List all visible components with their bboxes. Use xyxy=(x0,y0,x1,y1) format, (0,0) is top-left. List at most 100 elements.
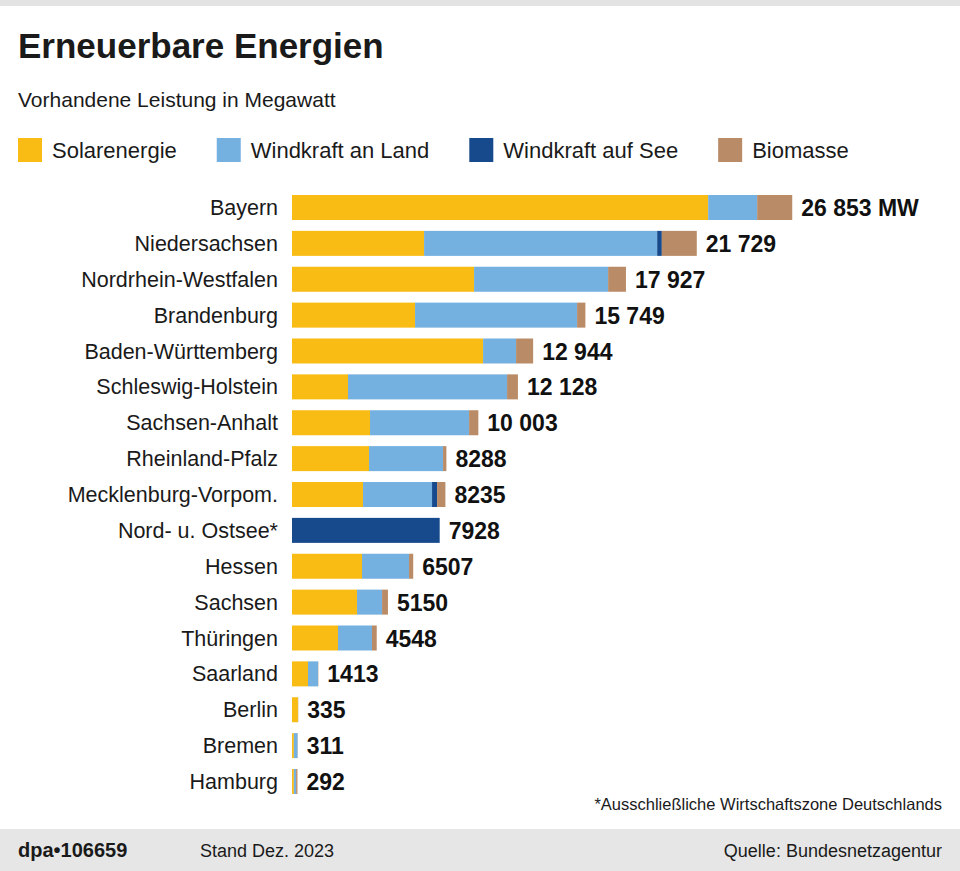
bar-segment xyxy=(439,518,440,543)
category-label: Bayern xyxy=(210,196,278,220)
total-label: 15 749 xyxy=(594,303,664,329)
bar-segment xyxy=(297,697,298,722)
total-label: 26 853 MW xyxy=(801,195,919,221)
bar-segment xyxy=(424,231,657,256)
legend-swatch xyxy=(469,138,493,162)
total-label: 1413 xyxy=(327,661,378,687)
bar-segment xyxy=(294,733,298,758)
bar-segment xyxy=(292,590,357,615)
bar-segment xyxy=(292,446,369,471)
legend-label: Biomasse xyxy=(752,138,849,163)
category-label: Nord- u. Ostsee* xyxy=(118,519,279,543)
total-label: 292 xyxy=(306,769,344,795)
category-label: Schleswig-Holstein xyxy=(96,375,278,399)
total-label: 8288 xyxy=(455,446,506,472)
bar-segment xyxy=(382,590,388,615)
total-label: 8235 xyxy=(454,482,505,508)
bar-segment xyxy=(308,661,318,686)
bar-segment xyxy=(362,554,409,579)
bar-segment xyxy=(297,733,298,758)
bar-segment xyxy=(292,769,294,794)
bar-segment xyxy=(292,267,474,292)
bar-segment xyxy=(483,339,516,364)
bar-segment xyxy=(662,231,697,256)
bar-segment xyxy=(348,374,507,399)
footer-band xyxy=(0,829,960,871)
bar-segment xyxy=(432,482,437,507)
total-label: 12 128 xyxy=(527,374,598,400)
legend-label: Windkraft an Land xyxy=(251,138,430,163)
legend-swatch xyxy=(217,138,241,162)
bar-segment xyxy=(292,231,424,256)
bar-segment xyxy=(296,769,297,794)
category-label: Berlin xyxy=(223,698,278,722)
top-strip xyxy=(0,0,960,6)
category-label: Nordrhein-Westfalen xyxy=(81,268,278,292)
bar-segment xyxy=(292,195,708,220)
legend: Solarenergie Windkraft an Land Windkraft a… xyxy=(18,138,849,163)
total-label: 17 927 xyxy=(635,267,705,293)
bar-segment xyxy=(318,661,319,686)
bar-segment xyxy=(292,482,363,507)
bar-segment xyxy=(437,482,445,507)
legend-label: Solarenergie xyxy=(52,138,177,163)
category-label: Sachsen-Anhalt xyxy=(126,411,278,435)
category-label: Niedersachsen xyxy=(135,232,278,256)
bar-segment xyxy=(757,195,792,220)
footnote: *Ausschließliche Wirtschaftszone Deutsch… xyxy=(594,795,942,813)
bar-segment xyxy=(409,554,413,579)
category-label: Thüringen xyxy=(181,627,278,651)
category-label: Bremen xyxy=(203,734,278,758)
credit: dpa•106659 xyxy=(18,839,127,861)
bar-segment xyxy=(657,231,662,256)
subtitle: Vorhandene Leistung in Megawatt xyxy=(18,88,336,111)
bar-segment xyxy=(516,339,533,364)
category-label: Brandenburg xyxy=(154,304,278,328)
category-label: Mecklenburg-Vorpom. xyxy=(68,483,278,507)
category-label: Hessen xyxy=(205,555,278,579)
bar-segment xyxy=(292,303,415,328)
date-note: Stand Dez. 2023 xyxy=(200,841,334,861)
bar-segment xyxy=(296,769,297,794)
category-label: Rheinland-Pfalz xyxy=(126,447,278,471)
legend-label: Windkraft auf See xyxy=(503,138,678,163)
bar-segment xyxy=(297,733,298,758)
legend-swatch xyxy=(718,138,742,162)
total-label: 311 xyxy=(307,733,344,759)
bar-segment xyxy=(357,590,382,615)
bar-segment xyxy=(292,339,483,364)
bar-segment xyxy=(415,303,577,328)
bar-segment xyxy=(294,769,296,794)
legend-swatch xyxy=(18,138,42,162)
bar-segment xyxy=(370,410,469,435)
category-label: Baden-Württemberg xyxy=(84,340,278,364)
bar-segment xyxy=(507,374,518,399)
bar-segment xyxy=(469,410,478,435)
bar-segment xyxy=(443,446,446,471)
bar-segment xyxy=(318,661,319,686)
total-label: 12 944 xyxy=(542,339,613,365)
bars xyxy=(292,195,792,794)
bar-segment xyxy=(292,697,298,722)
category-label: Hamburg xyxy=(190,770,278,794)
total-label: 6507 xyxy=(422,554,473,580)
bar-segment xyxy=(292,626,338,651)
bar-segment xyxy=(577,303,585,328)
bar-segment xyxy=(292,410,370,435)
chart-root: Erneuerbare EnergienVorhandene Leistung … xyxy=(0,0,960,871)
total-label: 335 xyxy=(307,697,346,723)
bar-segment xyxy=(608,267,626,292)
total-label: 10 003 xyxy=(487,410,557,436)
total-label: 7928 xyxy=(449,518,500,544)
bar-segment xyxy=(474,267,608,292)
bar-segment xyxy=(298,697,299,722)
bar-segment xyxy=(298,697,299,722)
bar-segment xyxy=(708,195,757,220)
total-label: 4548 xyxy=(386,626,437,652)
bar-segment xyxy=(292,374,348,399)
bar-segment xyxy=(338,626,372,651)
total-label: 21 729 xyxy=(706,231,776,257)
bar-segment xyxy=(292,518,440,543)
bar-segment xyxy=(292,554,362,579)
total-label: 5150 xyxy=(397,590,448,616)
